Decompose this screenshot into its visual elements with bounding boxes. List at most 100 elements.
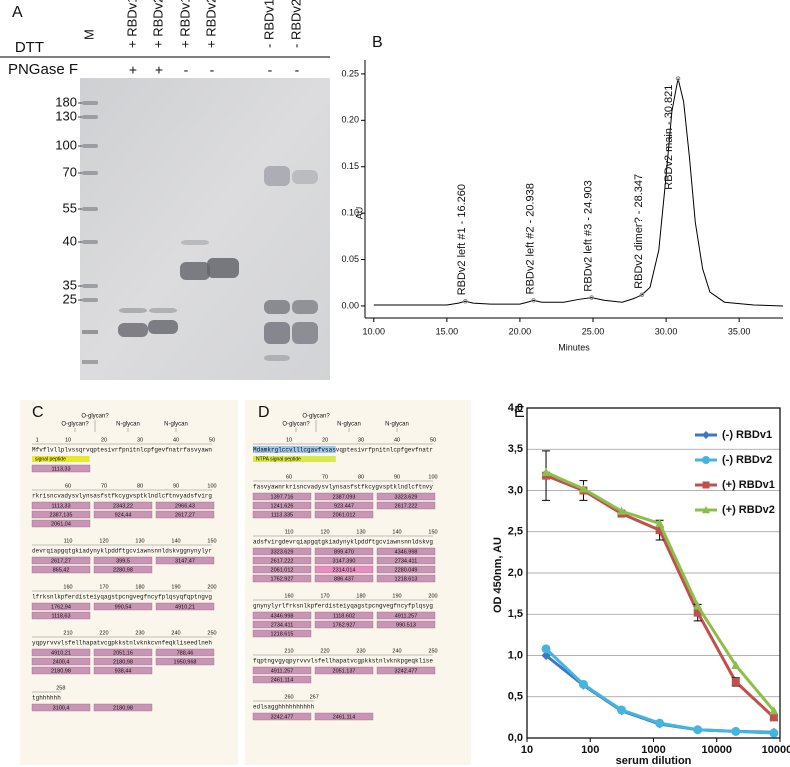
mw-label: 100 (55, 137, 77, 152)
glycan-label: O-glycan? (282, 422, 310, 428)
fragment-label: 2061.012 (333, 512, 356, 518)
lane-label: - RBDv1 (261, 0, 276, 48)
legend-marker (702, 506, 710, 514)
fragment-label: 1950,968 (174, 659, 197, 665)
fragment-label: 4911.257 (271, 668, 294, 674)
ruler-number: 110 (285, 529, 294, 535)
data-point (578, 484, 588, 493)
fragment-bar (314, 510, 374, 519)
fragment-bar (155, 657, 215, 666)
ruler-number: 150 (428, 529, 437, 535)
legend-marker (702, 431, 710, 439)
glycan-label: O-glycan? (61, 422, 89, 428)
lane-label: - RBDv2 (288, 0, 303, 48)
fragment-bar (252, 712, 312, 721)
mw-label: 55 (63, 200, 77, 215)
legend-marker (702, 456, 710, 464)
gel-band (264, 322, 290, 344)
fragment-label: 2061.012 (271, 567, 294, 573)
ruler-number: 210 (63, 630, 72, 636)
signal-peptide-label: signal peptide (35, 457, 66, 463)
data-point (693, 725, 703, 735)
mw-label: 180 (55, 94, 77, 109)
fragment-bar (314, 666, 374, 675)
panel-label: D (258, 404, 270, 421)
ruler-number: 1 (36, 437, 39, 443)
fragment-label: 4346.998 (395, 549, 418, 555)
ruler-number: 90 (394, 474, 400, 480)
ruler-number: 150 (207, 538, 216, 544)
ruler-number: 220 (99, 630, 108, 636)
glycan-label: N-glycan (116, 422, 140, 428)
fragment-bar (155, 501, 215, 510)
fragment-bar (93, 510, 153, 519)
ruler-number: 30 (137, 437, 143, 443)
pngase-sign: - (268, 62, 273, 78)
fragment-bar (155, 510, 215, 519)
pngase-sign: - (184, 62, 189, 78)
gel-band (148, 320, 178, 334)
mw-label: 70 (63, 164, 77, 179)
panel-label: E (514, 404, 525, 421)
x-tick-label: 15.00 (436, 326, 459, 336)
y-tick-label: 0.00 (341, 300, 359, 310)
x-tick-label: 100 (581, 744, 599, 756)
y-tick-label: 0,5 (508, 691, 523, 703)
fragment-bar (314, 712, 374, 721)
fragment-label: 3147.390 (333, 558, 356, 564)
fragment-bar (252, 620, 312, 629)
y-axis-label: AU (354, 207, 364, 220)
peak-annotation: RBDv2 main - 30.821 (663, 85, 675, 190)
ruler-number: 20 (322, 437, 328, 443)
fragment-bar (376, 574, 436, 583)
gel-band (292, 300, 318, 314)
data-point (769, 728, 779, 738)
legend-label: (+) RBDv2 (722, 504, 775, 516)
fragment-label: 2343,22 (113, 503, 133, 509)
ruler-number: 60 (286, 474, 292, 480)
fragment-label: 923.447 (334, 503, 354, 509)
fragment-bar (376, 492, 436, 501)
data-point (541, 467, 551, 476)
peak-annotation: RBDv2 dimer? - 28.347 (633, 174, 645, 289)
fragment-label: 399,5 (116, 558, 130, 564)
fragment-bar (31, 611, 91, 620)
lane-label: + RBDv2 (150, 0, 165, 48)
panel-label: C (32, 404, 44, 421)
fragment-label: 2180,98 (113, 659, 133, 665)
fragment-bar (376, 501, 436, 510)
sequence: fqptngvgyqpyrvvvlsfellhapatvcgpkkstnlvkn… (253, 658, 433, 665)
fragment-bar (31, 510, 91, 519)
gel-band (207, 258, 239, 278)
fragment-label: 3100,4 (53, 705, 70, 711)
ruler-number: 220 (320, 648, 329, 654)
glycan-label: N-glycan (164, 422, 188, 428)
fragment-bar (31, 464, 91, 473)
fragment-bar (314, 620, 374, 629)
pngase-sign: + (155, 62, 163, 78)
legend-label: (-) RBDv2 (722, 454, 772, 466)
lane-label: + RBDv2 (203, 0, 218, 48)
fragment-bar (93, 703, 153, 712)
data-point (731, 726, 741, 736)
fragment-bar (314, 611, 374, 620)
pngase-sign: - (295, 62, 300, 78)
sequence: rkrisncvadysvlynsasfstfkcygvsptklndlcftn… (32, 493, 212, 500)
ladder-band (82, 207, 98, 211)
sequence: devrqiapgqtgkiadynyklpddftgcviawnsnnldsk… (32, 548, 212, 555)
ruler-number: 230 (135, 630, 144, 636)
ruler-number: 200 (207, 584, 216, 590)
peak-annotation: RBDv2 left #3 - 24.903 (582, 180, 594, 291)
fragment-bar (155, 556, 215, 565)
fragment-label: 788,46 (177, 650, 194, 656)
ladder-band (82, 284, 98, 288)
fragment-bar (93, 602, 153, 611)
fragment-label: 2617.222 (395, 503, 418, 509)
data-point (541, 644, 551, 654)
sequence: Mdamkrglccvlllcgavfvsasvqptesivrfpnitnlc… (253, 447, 433, 454)
legend-marker (702, 481, 710, 489)
ladder-band (82, 101, 98, 105)
mw-label: 35 (63, 277, 77, 292)
fragment-label: 886.437 (334, 576, 354, 582)
ladder-band (82, 298, 98, 302)
